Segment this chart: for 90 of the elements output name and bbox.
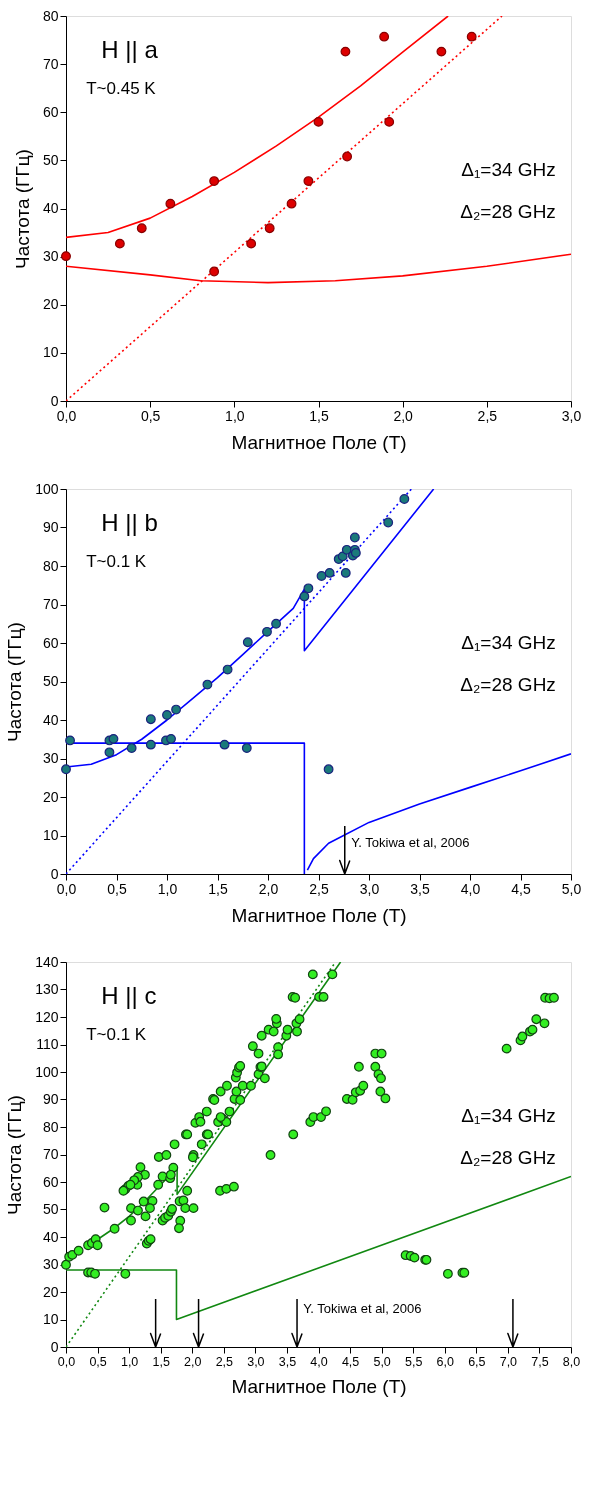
y-tick-label: 50: [42, 1201, 59, 1217]
y-tick-label: 60: [42, 1173, 59, 1190]
y-tick-label: 40: [42, 1228, 59, 1245]
annotation: Y. Tokiwa et al, 2006: [351, 835, 470, 851]
y-tick-label: 80: [42, 557, 59, 574]
x-tick-label: 4,5: [511, 880, 531, 897]
annotation: Δ₁=34 GHz: [461, 632, 556, 653]
y-axis-title: Частота (ГГц): [4, 622, 26, 742]
x-tick-label: 3,0: [561, 407, 582, 424]
x-axis-title: Магнитное Поле (Т): [231, 904, 407, 926]
x-tick-label: 3,0: [247, 1354, 265, 1369]
x-tick-label: 1,0: [225, 407, 245, 424]
y-tick-label: 50: [42, 673, 59, 689]
y-tick-label: 40: [42, 200, 59, 216]
x-tick-label: 0,5: [107, 880, 127, 897]
x-tick-label: 1,5: [208, 880, 228, 897]
annotation: T~0.45 K: [86, 79, 157, 99]
x-tick-label: 3,0: [359, 880, 380, 897]
x-tick-label: 0,0: [57, 1354, 76, 1369]
y-tick-label: 80: [42, 7, 59, 24]
x-tick-label: 1,0: [120, 1354, 139, 1369]
x-tick-label: 2,0: [184, 1354, 202, 1369]
x-tick-label: 3,5: [278, 1354, 297, 1369]
y-tick-label: 80: [42, 1118, 59, 1135]
y-axis-title: Частота (ГГц): [4, 1095, 26, 1215]
y-tick-label: 50: [42, 151, 59, 168]
x-tick-label: 4,0: [310, 1354, 328, 1369]
annotation: H || c: [101, 981, 157, 1009]
y-tick-label: 20: [42, 788, 59, 805]
annotation: Δ₂=28 GHz: [460, 674, 556, 696]
x-tick-label: 4,5: [341, 1354, 360, 1369]
x-tick-label: 0,5: [140, 407, 161, 424]
annotation: Δ₂=28 GHz: [460, 201, 556, 223]
y-tick-label: 30: [42, 1256, 59, 1272]
y-tick-label: 20: [42, 296, 59, 313]
x-tick-label: 2,5: [309, 880, 329, 897]
x-axis-title: Магнитное Поле (Т): [231, 1376, 407, 1397]
x-tick-label: 0,0: [56, 880, 77, 897]
x-tick-label: 7,0: [499, 1354, 518, 1369]
y-tick-label: 120: [35, 1008, 59, 1025]
y-tick-label: 0: [50, 1338, 59, 1355]
y-tick-label: 0: [50, 392, 59, 409]
annotation: H || b: [101, 508, 158, 536]
y-tick-label: 110: [36, 1036, 59, 1052]
y-tick-label: 140: [35, 953, 59, 970]
x-tick-label: 1,5: [309, 407, 329, 424]
x-tick-label: 0,0: [56, 407, 77, 424]
x-tick-label: 6,5: [468, 1354, 486, 1369]
y-tick-label: 70: [42, 55, 59, 72]
y-tick-label: 30: [42, 750, 59, 766]
x-tick-label: 5,0: [561, 880, 582, 897]
y-tick-label: 130: [35, 981, 59, 997]
y-tick-label: 40: [42, 711, 59, 728]
annotation: Δ₁=34 GHz: [461, 1105, 556, 1126]
y-tick-label: 90: [42, 1091, 59, 1107]
annotation: H || a: [101, 35, 159, 63]
x-tick-label: 5,5: [404, 1354, 423, 1369]
y-axis-title: Частота (ГГц): [11, 149, 33, 269]
annotation: T~0.1 K: [86, 1025, 147, 1045]
y-tick-label: 10: [42, 1311, 59, 1327]
x-tick-label: 2,5: [477, 407, 498, 424]
y-tick-label: 100: [35, 1063, 59, 1080]
x-tick-label: 6,0: [436, 1354, 454, 1369]
x-tick-label: 4,0: [460, 880, 481, 897]
x-tick-label: 0,5: [89, 1354, 107, 1369]
y-tick-label: 60: [42, 634, 59, 651]
x-tick-label: 5,0: [373, 1354, 391, 1369]
x-tick-label: 1,0: [157, 880, 178, 897]
y-tick-label: 10: [42, 344, 59, 361]
y-tick-label: 70: [42, 1146, 59, 1162]
x-axis-title: Магнитное Поле (Т): [231, 431, 407, 453]
x-tick-label: 3,5: [410, 880, 430, 897]
y-tick-label: 70: [42, 596, 59, 612]
y-tick-label: 20: [42, 1283, 59, 1300]
x-tick-label: 8,0: [562, 1354, 581, 1369]
x-tick-label: 2,5: [215, 1354, 234, 1369]
annotation: Δ₂=28 GHz: [460, 1147, 556, 1169]
annotation: T~0.1 K: [86, 552, 147, 572]
x-tick-label: 7,5: [531, 1354, 549, 1369]
annotation: Δ₁=34 GHz: [461, 159, 556, 180]
x-tick-label: 2,0: [258, 880, 279, 897]
y-tick-label: 0: [50, 865, 59, 882]
x-tick-label: 1,5: [152, 1354, 170, 1369]
y-tick-label: 100: [35, 480, 59, 497]
annotation: Y. Tokiwa et al, 2006: [303, 1300, 422, 1316]
x-tick-label: 2,0: [393, 407, 414, 424]
y-tick-label: 30: [42, 248, 59, 265]
y-tick-label: 90: [42, 519, 59, 535]
y-tick-label: 10: [42, 827, 59, 843]
y-tick-label: 60: [42, 103, 59, 120]
